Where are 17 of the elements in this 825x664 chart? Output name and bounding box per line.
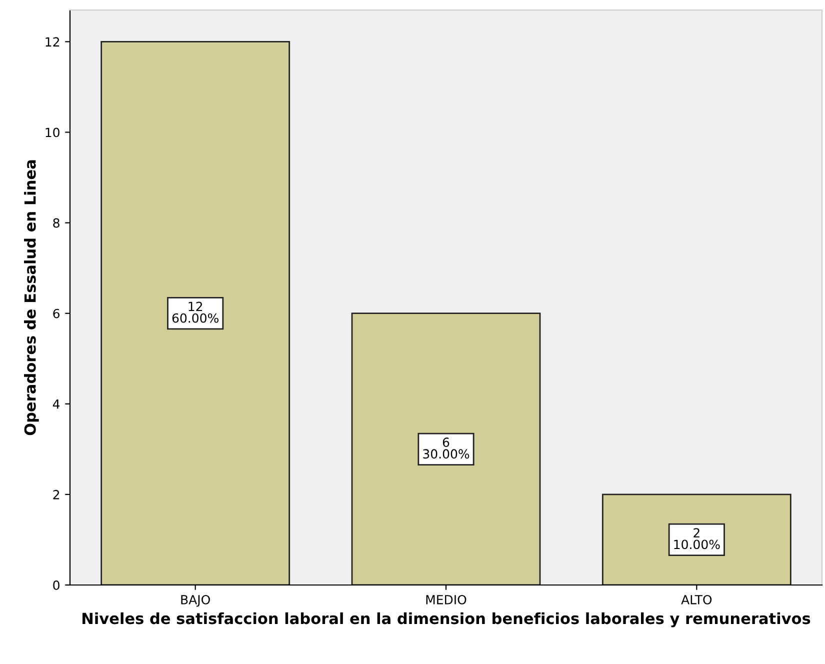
y-tick-label: 4 bbox=[52, 400, 60, 409]
bar bbox=[100, 41, 290, 585]
data-label: 6 30.00% bbox=[423, 438, 470, 459]
x-tick-label: MEDIO bbox=[426, 594, 466, 604]
bar bbox=[351, 312, 541, 585]
data-label: 2 10.00% bbox=[674, 528, 720, 550]
x-axis-title: Niveles de satisfaccion laboral en la dimension beneficios laborales y remunerativos bbox=[82, 612, 810, 628]
y-tick-label: 10 bbox=[46, 128, 60, 138]
y-tick-label: 6 bbox=[53, 308, 60, 318]
data-label: 12 60.00% bbox=[172, 302, 218, 323]
y-tick-label: 2 bbox=[53, 490, 60, 500]
y-tick-label: 8 bbox=[53, 218, 60, 228]
x-tick-label: BAJO bbox=[181, 594, 210, 607]
y-tick-label: 0 bbox=[53, 580, 60, 590]
y-tick-label: 12 bbox=[46, 37, 60, 46]
x-tick-label: ALTO bbox=[681, 594, 712, 604]
y-axis-title: Operadores de Essalud en Linea bbox=[24, 160, 39, 436]
